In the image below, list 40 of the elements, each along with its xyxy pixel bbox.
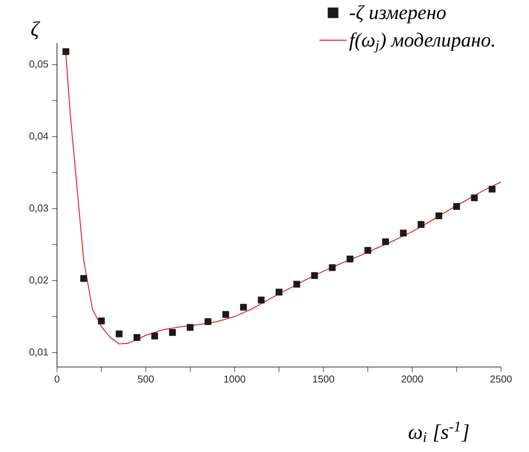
point (169, 329, 176, 336)
x-axis-title: ω$_{i}$ [s$^{-1}$] (408, 422, 469, 442)
point (134, 334, 140, 341)
point (80, 275, 88, 282)
x-tick-label: 1000 (224, 376, 246, 383)
legend-label: -ζ измерено (350, 5, 446, 24)
point (186, 324, 194, 331)
point (98, 318, 105, 324)
point (62, 48, 70, 56)
point (400, 230, 407, 236)
y-tick-label: 0,01 (29, 348, 48, 357)
point (116, 330, 123, 338)
point (293, 280, 300, 288)
x-tick-label: 500 (138, 376, 154, 383)
y-axis-title: ζ (31, 21, 40, 40)
point (382, 238, 389, 246)
point (346, 256, 354, 262)
y-tick-label: 0,05 (29, 60, 48, 69)
legend-label: f(ω$_{j}$) моделирано. (349, 32, 494, 53)
x-tick-label: 0 (54, 376, 60, 383)
point (418, 221, 424, 228)
point (435, 212, 442, 220)
x-tick-label: 2500 (490, 376, 512, 383)
x-tick-label: 1500 (313, 376, 334, 383)
y-tick-label: 0,04 (29, 132, 48, 141)
point (276, 288, 282, 296)
y-tick-label: 0,02 (29, 276, 48, 285)
point (328, 264, 336, 272)
point (258, 296, 265, 304)
point (453, 203, 460, 210)
point (151, 332, 158, 340)
point (470, 194, 478, 202)
point (240, 304, 247, 311)
x-tick-label: 2000 (402, 376, 423, 383)
point (364, 246, 372, 254)
point (488, 186, 496, 193)
point (204, 318, 212, 326)
y-tick-label: 0,03 (29, 204, 48, 213)
point (311, 272, 318, 279)
point (222, 311, 230, 318)
